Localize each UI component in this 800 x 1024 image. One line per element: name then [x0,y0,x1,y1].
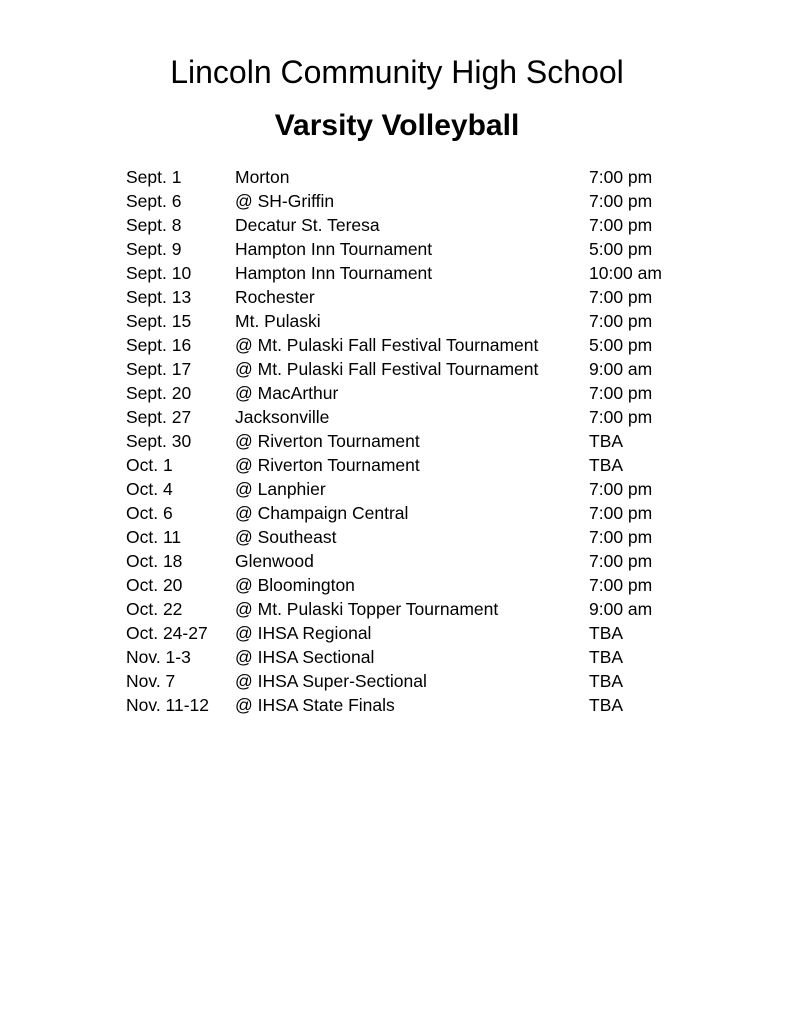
game-time: TBA [589,623,624,643]
game-time: TBA [589,695,624,715]
game-date: Oct. 20 [126,575,183,595]
game-date: Sept. 15 [126,311,192,331]
schedule-row: Oct. 18 Glenwood 7:00 pm [126,549,726,573]
game-opponent: @ Mt. Pulaski Fall Festival Tournament [235,359,539,379]
game-date: Sept. 10 [126,263,192,283]
game-date: Sept. 1 [126,167,182,187]
game-opponent: Hampton Inn Tournament [235,263,433,283]
game-time: 7:00 pm [589,503,653,523]
game-opponent: @ Mt. Pulaski Fall Festival Tournament [235,335,539,355]
game-time: TBA [589,671,624,691]
game-opponent: Glenwood [235,551,314,571]
schedule-row: Sept. 16 @ Mt. Pulaski Fall Festival Tour… [126,333,726,357]
game-date: Sept. 6 [126,191,182,211]
game-time: 7:00 pm [589,311,653,331]
game-opponent: Jacksonville [235,407,330,427]
game-time: TBA [589,431,624,451]
game-date: Nov. 1-3 [126,647,191,667]
game-time: 7:00 pm [589,479,653,499]
schedule-row: Oct. 20 @ Bloomington 7:00 pm [126,573,726,597]
game-time: 5:00 pm [589,335,653,355]
game-time: 7:00 pm [589,551,653,571]
game-date: Oct. 24-27 [126,623,208,643]
game-opponent: @ IHSA Regional [235,623,372,643]
game-date: Sept. 27 [126,407,192,427]
game-date: Oct. 11 [126,527,182,547]
game-date: Sept. 20 [126,383,192,403]
game-date: Sept. 8 [126,215,182,235]
game-time: 7:00 pm [589,215,653,235]
game-opponent: Mt. Pulaski [235,311,321,331]
schedule-row: Sept. 9 Hampton Inn Tournament 5:00 pm [126,237,726,261]
schedule-row: Sept. 30 @ Riverton Tournament TBA [126,429,726,453]
game-opponent: Morton [235,167,290,187]
schedule-row: Oct. 22 @ Mt. Pulaski Topper Tournament 9:… [126,597,726,621]
game-time: 7:00 pm [589,407,653,427]
game-date: Sept. 9 [126,239,182,259]
schedule-row: Nov. 7 @ IHSA Super-Sectional TBA [126,669,726,693]
game-opponent: @ SH-Griffin [235,191,335,211]
game-time: 10:00 am [589,263,662,283]
schedule-row: Sept. 20 @ MacArthur 7:00 pm [126,381,726,405]
schedule-row: Sept. 13 Rochester 7:00 pm [126,285,726,309]
game-opponent: @ Southeast [235,527,337,547]
game-date: Sept. 13 [126,287,192,307]
game-date: Nov. 7 [126,671,176,691]
schedule-row: Sept. 10 Hampton Inn Tournament 10:00 am [126,261,726,285]
game-opponent: Decatur St. Teresa [235,215,380,235]
school-title: Lincoln Community High School [170,54,624,90]
schedule-row: Sept. 6 @ SH-Griffin 7:00 pm [126,189,726,213]
schedule-row: Oct. 6 @ Champaign Central 7:00 pm [126,501,726,525]
game-opponent: @ Lanphier [235,479,326,499]
schedule-row: Oct. 4 @ Lanphier 7:00 pm [126,477,726,501]
game-opponent: @ Mt. Pulaski Topper Tournament [235,599,499,619]
game-opponent: @ MacArthur [235,383,339,403]
game-time: 9:00 am [589,599,653,619]
schedule-row: Sept. 15 Mt. Pulaski 7:00 pm [126,309,726,333]
game-time: TBA [589,647,624,667]
game-date: Oct. 4 [126,479,173,499]
game-opponent: @ IHSA Super-Sectional [235,671,427,691]
game-opponent: @ Riverton Tournament [235,431,420,451]
game-opponent: @ IHSA Sectional [235,647,375,667]
schedule-list: Sept. 1 Morton 7:00 pm Sept. 6 @ SH-Griffin 7… [126,165,726,717]
game-opponent: @ IHSA State Finals [235,695,395,715]
schedule-row: Oct. 1 @ Riverton Tournament TBA [126,453,726,477]
game-time: 7:00 pm [589,191,653,211]
game-time: 7:00 pm [589,167,653,187]
game-date: Oct. 18 [126,551,183,571]
schedule-row: Sept. 17 @ Mt. Pulaski Fall Festival Tour… [126,357,726,381]
schedule-row: Nov. 1-3 @ IHSA Sectional TBA [126,645,726,669]
game-date: Oct. 6 [126,503,173,523]
game-time: 7:00 pm [589,527,653,547]
game-opponent: @ Riverton Tournament [235,455,420,475]
game-date: Oct. 22 [126,599,183,619]
game-date: Oct. 1 [126,455,173,475]
schedule-row: Sept. 8 Decatur St. Teresa 7:00 pm [126,213,726,237]
game-time: TBA [589,455,624,475]
schedule-row: Oct. 11 @ Southeast 7:00 pm [126,525,726,549]
game-date: Sept. 16 [126,335,192,355]
schedule-row: Oct. 24-27 @ IHSA Regional TBA [126,621,726,645]
game-opponent: Rochester [235,287,315,307]
game-time: 5:00 pm [589,239,653,259]
game-opponent: Hampton Inn Tournament [235,239,433,259]
game-time: 7:00 pm [589,575,653,595]
team-title: Varsity Volleyball [274,109,520,142]
game-date: Sept. 30 [126,431,192,451]
game-time: 7:00 pm [589,287,653,307]
game-opponent: @ Bloomington [235,575,355,595]
game-date: Sept. 17 [126,359,192,379]
game-opponent: @ Champaign Central [235,503,409,523]
schedule-row: Sept. 1 Morton 7:00 pm [126,165,726,189]
game-date: Nov. 11-12 [126,695,210,715]
game-time: 9:00 am [589,359,653,379]
game-time: 7:00 pm [589,383,653,403]
schedule-row: Sept. 27 Jacksonville 7:00 pm [126,405,726,429]
schedule-row: Nov. 11-12 @ IHSA State Finals TBA [126,693,726,717]
